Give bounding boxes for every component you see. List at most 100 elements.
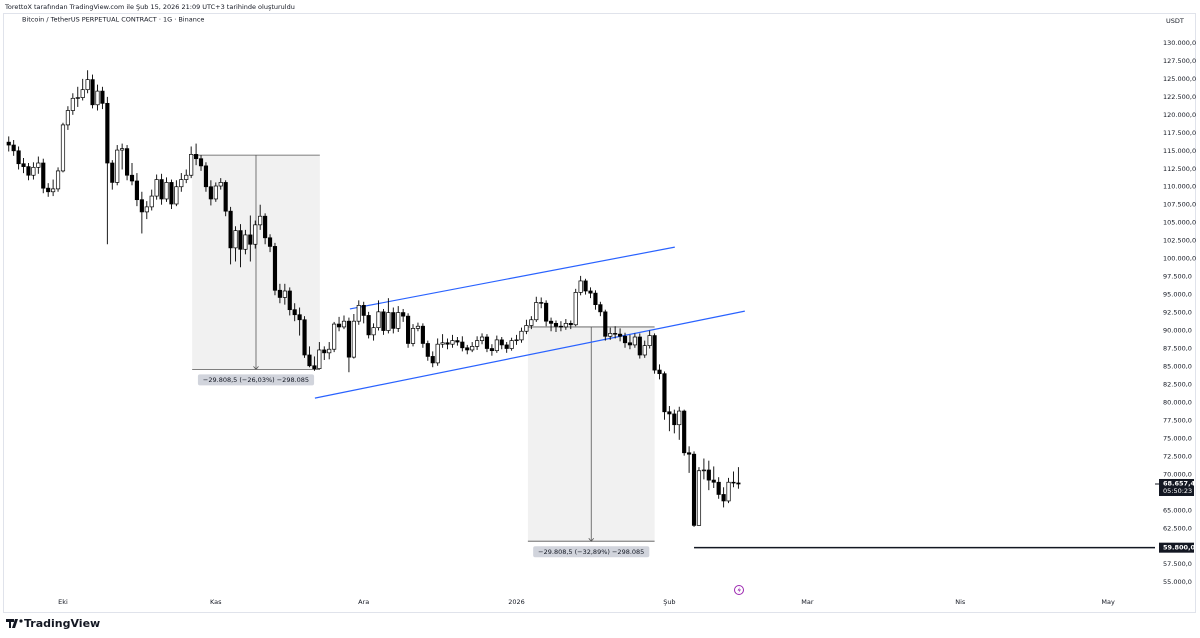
y-tick-label: 85.000,0	[1163, 362, 1192, 370]
candle-body	[667, 411, 672, 415]
channel-line	[314, 310, 745, 399]
candle-body	[381, 311, 386, 331]
currency: USDT	[1166, 17, 1184, 25]
candle-body	[386, 312, 391, 331]
y-tick-label: 110.000,0	[1163, 183, 1196, 191]
candle-body	[70, 97, 75, 111]
y-tick-label: 62.500,0	[1163, 524, 1192, 532]
candle-body	[425, 343, 430, 357]
candle-body	[60, 124, 66, 172]
candle-body	[164, 182, 169, 200]
x-tick-label: Eki	[58, 598, 68, 606]
candle-body	[553, 322, 559, 327]
candle-body	[129, 174, 135, 182]
candle-body	[115, 149, 120, 183]
candle-body	[598, 304, 603, 313]
candle-body	[100, 90, 105, 104]
candle-body	[430, 356, 435, 364]
y-tick-label: 87.500,0	[1163, 345, 1192, 353]
candle-body	[647, 335, 652, 346]
candle-body	[267, 237, 273, 247]
candle-body	[36, 162, 41, 168]
y-tick-label: 72.500,0	[1163, 452, 1192, 460]
candle-body	[509, 340, 514, 349]
candle-body	[124, 148, 130, 176]
candle-body	[558, 325, 563, 328]
y-tick-label: 97.500,0	[1163, 273, 1192, 281]
logo	[6, 619, 23, 628]
candle-body	[657, 369, 662, 375]
candle-body	[593, 292, 598, 306]
candle-body	[376, 311, 381, 329]
candle-body	[144, 206, 149, 213]
candle-body	[366, 315, 371, 336]
measure-label-bg	[533, 546, 650, 558]
y-tick-label: 120.000,0	[1163, 111, 1196, 119]
candle-body	[677, 410, 682, 426]
x-tick-label: 2026	[508, 598, 525, 606]
candle-body	[420, 325, 425, 344]
y-tick-label: 80.000,0	[1163, 398, 1192, 406]
y-tick-label: 115.000,0	[1163, 147, 1196, 155]
candle-body	[588, 290, 593, 294]
candle-body	[120, 148, 125, 151]
candle-body	[637, 336, 642, 356]
candle-body	[6, 141, 11, 146]
candle-body	[332, 323, 337, 350]
x-tick-label: Şub	[663, 598, 675, 606]
y-tick-label: 55.000,0	[1163, 578, 1192, 586]
candle-body	[672, 413, 677, 426]
alert-icon	[734, 585, 744, 595]
candle-body	[228, 210, 233, 249]
candle-body	[475, 340, 480, 347]
candle-body	[80, 89, 85, 98]
y-tick-label: 77.500,0	[1163, 416, 1192, 424]
candle-body	[243, 234, 248, 250]
measure-label-bg	[197, 374, 315, 386]
candle-body	[312, 365, 317, 369]
candle-body	[465, 347, 470, 351]
measure-arrowhead	[588, 537, 595, 542]
candle-body	[484, 336, 490, 349]
candle-body	[691, 453, 697, 526]
candle-body	[563, 322, 568, 328]
candle-body	[75, 97, 80, 99]
x-tick-label: Kas	[210, 598, 222, 606]
y-tick-label: 70.000,0	[1163, 470, 1192, 478]
candle-body	[455, 340, 460, 343]
candle-body	[218, 182, 223, 187]
candle-body	[341, 320, 347, 328]
candle-body	[548, 320, 554, 324]
candle-body	[292, 309, 297, 316]
candle-body	[736, 482, 741, 485]
candle-body	[445, 342, 450, 345]
y-tick-label: 122.500,0	[1163, 93, 1196, 101]
candle-body	[603, 311, 608, 337]
candle-body	[272, 246, 278, 291]
candle-body	[440, 342, 445, 345]
candle-body	[213, 185, 218, 200]
countdown: 05:50:23	[1163, 487, 1192, 495]
candle-body	[494, 339, 499, 352]
candle-body	[174, 186, 179, 205]
candle-body	[450, 340, 455, 345]
candle-body	[282, 290, 287, 298]
last-price-label: 68.657,4	[1163, 479, 1196, 487]
candle-body	[396, 312, 401, 329]
candle-body	[263, 215, 268, 239]
candle-body	[410, 328, 416, 344]
y-tick-label: 100.000,0	[1163, 255, 1196, 263]
channel-line	[349, 246, 675, 310]
measure-label: −29.808,5 (−26,03%) −298.085	[203, 376, 309, 384]
candle-body	[51, 188, 56, 193]
candle-body	[105, 102, 110, 164]
candle-body	[26, 166, 31, 176]
candle-body	[302, 319, 307, 356]
candle-body	[134, 180, 140, 201]
candle-body	[627, 342, 633, 346]
x-tick-label: Ara	[358, 598, 369, 606]
candle-body	[539, 302, 544, 304]
y-tick-label: 117.500,0	[1163, 129, 1196, 137]
x-tick-label: May	[1101, 598, 1115, 606]
